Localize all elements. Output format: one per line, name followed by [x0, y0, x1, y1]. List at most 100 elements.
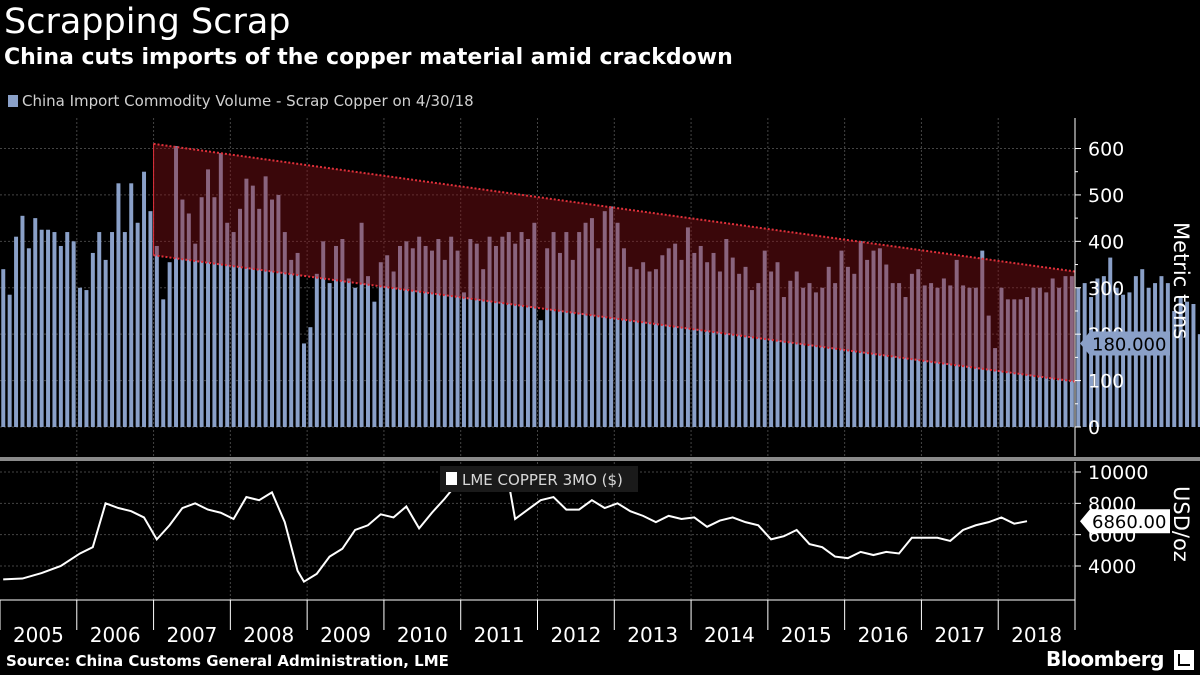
bar: [302, 343, 306, 427]
bar: [589, 218, 594, 427]
lme-copper-line: [3, 474, 1028, 584]
bar: [474, 243, 479, 427]
bar: [46, 229, 51, 427]
bar: [263, 176, 268, 427]
y-tick-label-top: 300: [1088, 278, 1124, 300]
bar: [660, 255, 665, 427]
bar: [871, 250, 876, 427]
bar: [26, 248, 31, 427]
legend-lme-copper-label: LME COPPER 3MO ($): [462, 471, 623, 489]
bar: [84, 290, 89, 427]
bar: [174, 146, 179, 427]
trend-line-lower: [153, 254, 1076, 383]
bar: [39, 229, 44, 427]
bar: [1025, 297, 1030, 427]
bar: [737, 273, 742, 427]
y-axis-label-bottom: USD/oz: [1169, 486, 1193, 562]
bar: [852, 273, 857, 427]
bar: [769, 271, 774, 427]
bar: [570, 259, 575, 427]
bar: [615, 222, 620, 427]
bar: [148, 211, 153, 427]
legend-scrap-copper-label: China Import Commodity Volume - Scrap Co…: [22, 92, 474, 110]
bloomberg-logo: Bloomberg: [1046, 647, 1164, 671]
bar: [813, 292, 818, 427]
y-tick-label-top: 0: [1088, 417, 1100, 439]
legend-swatch-line: [446, 472, 457, 485]
bar: [749, 290, 754, 427]
bar: [506, 232, 511, 427]
bar: [430, 250, 434, 427]
bar: [500, 236, 505, 427]
bar: [1121, 294, 1126, 427]
x-tick-label: 2011: [474, 623, 525, 647]
y-tick-label-top: 100: [1088, 371, 1124, 393]
bar: [1005, 299, 1010, 427]
bar: [1114, 287, 1119, 427]
bar: [97, 232, 102, 427]
bar: [442, 259, 447, 427]
bar: [398, 245, 402, 427]
bar: [961, 285, 966, 427]
bar: [378, 262, 383, 427]
bar: [282, 232, 287, 427]
bar: [666, 248, 671, 427]
bar: [314, 273, 319, 427]
bar: [461, 292, 466, 427]
bar: [1082, 283, 1087, 427]
bar: [346, 278, 351, 427]
bar: [199, 197, 204, 427]
bar: [366, 276, 370, 427]
bar: [513, 243, 518, 427]
bar: [1185, 301, 1190, 427]
bar: [538, 320, 543, 427]
last-value-tag-bottom: [1080, 509, 1170, 534]
bar: [334, 245, 338, 427]
bar: [161, 299, 166, 427]
bar: [78, 287, 83, 427]
last-value-label-bottom: 6860.00: [1092, 512, 1166, 533]
legend-scrap-copper: China Import Commodity Volume - Scrap Co…: [8, 92, 474, 110]
bar: [455, 250, 460, 427]
bar: [1031, 287, 1036, 427]
bar: [1018, 299, 1023, 427]
bar: [276, 194, 281, 427]
bar: [186, 213, 191, 427]
bar: [1172, 310, 1177, 427]
bar: [1057, 287, 1062, 427]
x-tick-label: 2016: [858, 623, 909, 647]
bar: [1, 269, 6, 427]
bar: [116, 183, 121, 427]
bar: [967, 287, 972, 427]
bar: [493, 245, 498, 427]
bar: [935, 287, 940, 427]
bar: [653, 269, 658, 427]
bar: [404, 241, 409, 427]
y-tick-label-top: 600: [1088, 139, 1124, 161]
bar: [775, 262, 780, 427]
bar: [327, 283, 332, 427]
bar: [877, 248, 882, 427]
bar: [1044, 292, 1049, 427]
y-tick-label-bottom: 4000: [1088, 556, 1136, 578]
bar: [948, 285, 953, 427]
x-tick-label: 2009: [320, 623, 371, 647]
bar: [270, 199, 274, 427]
bar: [103, 259, 108, 427]
bar: [557, 252, 562, 427]
bar: [973, 287, 978, 427]
bar: [551, 232, 556, 427]
trend-channel: [153, 143, 1076, 382]
bar: [71, 241, 76, 427]
bar: [14, 236, 19, 427]
bar: [20, 215, 25, 427]
bar: [1063, 276, 1068, 427]
bar: [1191, 303, 1196, 427]
bar: [417, 236, 422, 427]
bar: [321, 241, 326, 427]
x-tick-label: 2018: [1011, 623, 1062, 647]
bar: [225, 222, 230, 427]
bar: [692, 252, 697, 427]
bar: [1127, 292, 1132, 427]
